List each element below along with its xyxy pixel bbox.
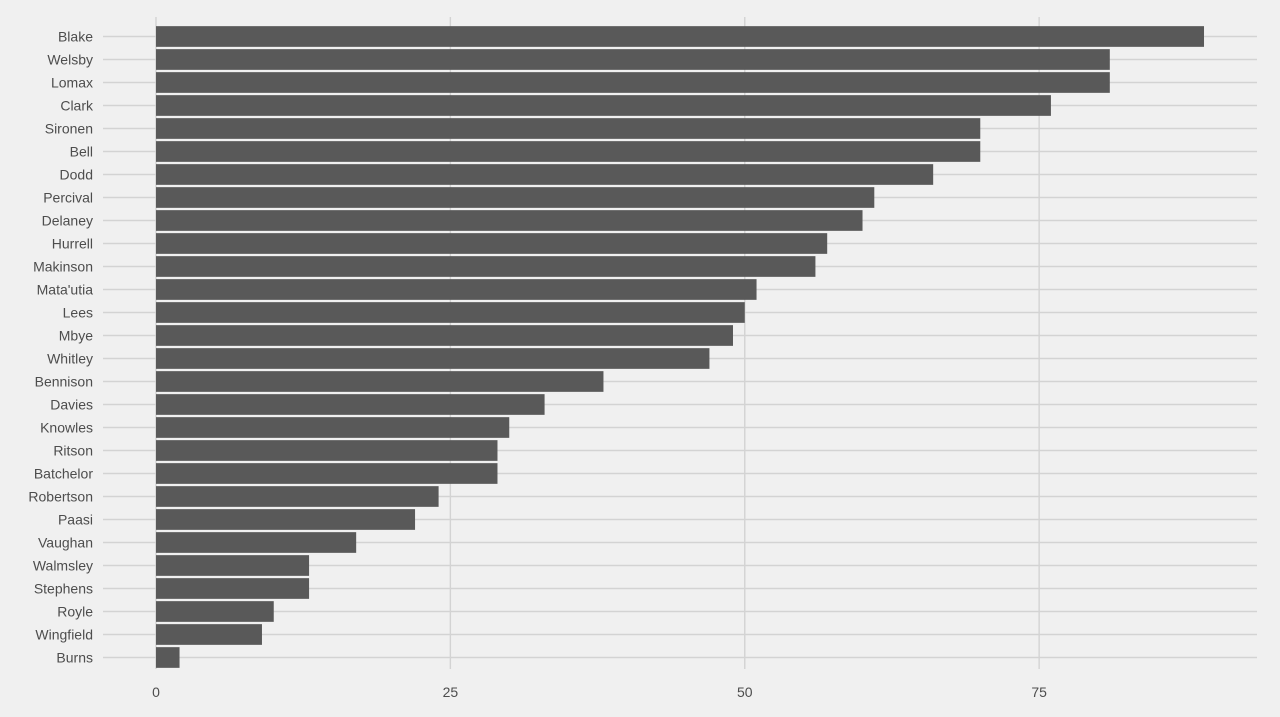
bar xyxy=(155,256,816,277)
bar xyxy=(155,417,510,438)
category-label: Batchelor xyxy=(34,466,93,482)
bar xyxy=(155,187,875,208)
bar xyxy=(155,49,1110,70)
bar xyxy=(155,141,981,162)
bar xyxy=(155,486,439,507)
category-label: Lomax xyxy=(51,75,93,91)
category-label: Ritson xyxy=(53,443,93,459)
category-label: Mbye xyxy=(59,328,93,344)
category-label: Blake xyxy=(58,29,93,45)
category-label: Knowles xyxy=(40,420,93,436)
bar xyxy=(155,371,604,392)
value-axis-tick-labels: 0 25 50 75 xyxy=(152,684,1047,700)
category-label: Royle xyxy=(57,604,93,620)
bar xyxy=(155,164,934,185)
x-tick-label: 75 xyxy=(1031,684,1047,700)
category-label: Clark xyxy=(60,98,94,114)
bar xyxy=(155,601,274,622)
category-label: Makinson xyxy=(33,259,93,275)
category-label: Paasi xyxy=(58,512,93,528)
category-label: Delaney xyxy=(42,213,93,229)
category-label: Stephens xyxy=(34,581,93,597)
category-label: Mata'utia xyxy=(37,282,94,298)
bars xyxy=(155,26,1205,668)
category-label: Dodd xyxy=(60,167,93,183)
category-label: Sironen xyxy=(45,121,93,137)
bar xyxy=(155,555,310,576)
bar xyxy=(155,95,1051,116)
category-label: Welsby xyxy=(47,52,93,68)
bar xyxy=(155,348,710,369)
bar xyxy=(155,72,1110,93)
bar xyxy=(155,118,981,139)
bar xyxy=(155,532,357,553)
bar xyxy=(155,440,498,461)
x-tick-label: 50 xyxy=(737,684,753,700)
category-label: Davies xyxy=(50,397,93,413)
category-axis-labels: Blake Welsby Lomax Clark Sironen Bell Dodd Perc… xyxy=(28,29,94,666)
bar xyxy=(155,624,262,645)
bar xyxy=(155,463,498,484)
category-label: Burns xyxy=(56,650,93,666)
bar xyxy=(155,647,180,668)
bar xyxy=(155,578,310,599)
bar xyxy=(155,210,863,231)
category-label: Vaughan xyxy=(38,535,93,551)
bar xyxy=(155,26,1205,47)
bar xyxy=(155,302,745,323)
bar xyxy=(155,233,828,254)
category-label: Percival xyxy=(43,190,93,206)
category-label: Bennison xyxy=(35,374,93,390)
bar xyxy=(155,279,757,300)
category-label: Walmsley xyxy=(33,558,93,574)
x-tick-label: 0 xyxy=(152,684,160,700)
category-label: Robertson xyxy=(28,489,93,505)
bar xyxy=(155,394,545,415)
bar xyxy=(155,325,733,346)
bar xyxy=(155,509,416,530)
category-label: Bell xyxy=(70,144,93,160)
category-label: Hurrell xyxy=(52,236,93,252)
category-label: Whitley xyxy=(47,351,93,367)
category-label: Lees xyxy=(63,305,93,321)
x-tick-label: 25 xyxy=(443,684,459,700)
category-label: Wingfield xyxy=(35,627,93,643)
